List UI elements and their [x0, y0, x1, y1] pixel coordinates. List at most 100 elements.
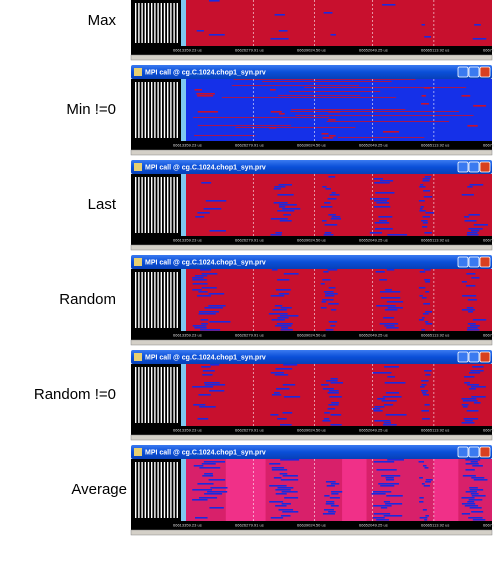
trace-burst: [210, 487, 228, 489]
process-line: [167, 82, 169, 138]
time-label: 66652049.25 us: [359, 523, 388, 528]
trace-burst: [374, 206, 391, 208]
trace-burst: [472, 38, 487, 40]
trace-burst: [467, 327, 478, 329]
trace-burst: [322, 186, 327, 188]
trace-burst: [328, 404, 339, 406]
trace-burst: [369, 232, 383, 234]
trace-burst: [199, 467, 221, 469]
trace-burst: [379, 180, 394, 182]
trace-line: [290, 111, 460, 112]
trace-burst: [473, 224, 488, 226]
trace-burst: [200, 269, 211, 271]
trace-burst: [327, 392, 339, 394]
process-line: [157, 367, 159, 423]
trace-burst: [192, 499, 208, 501]
trace-burst: [372, 517, 385, 519]
trace-burst: [424, 404, 430, 406]
trace-burst: [471, 277, 480, 279]
trace-burst: [328, 119, 336, 121]
trace-burst: [471, 495, 486, 497]
trace-burst: [198, 313, 216, 315]
trace-burst: [425, 323, 433, 325]
trace-burst: [376, 202, 390, 204]
trace-burst: [270, 414, 279, 416]
trace-burst: [386, 495, 403, 497]
trace-burst: [324, 232, 332, 234]
trace-burst: [197, 483, 214, 485]
trace-burst: [197, 418, 209, 420]
trace-burst: [270, 89, 276, 91]
trace-burst: [329, 194, 340, 196]
trace-burst: [330, 505, 339, 507]
trace-burst: [330, 414, 342, 416]
pink-region: [225, 459, 266, 521]
light-strip: [181, 79, 186, 141]
trace-burst: [270, 517, 284, 519]
trace-burst: [280, 307, 292, 309]
trace-burst: [421, 220, 428, 222]
trace-burst: [330, 483, 340, 485]
trace-burst: [421, 317, 425, 319]
trace-burst: [198, 311, 219, 313]
trace-burst: [424, 321, 429, 323]
window-button: [479, 256, 491, 268]
trace-burst: [280, 459, 300, 461]
trace-burst: [374, 420, 391, 422]
trace-burst: [469, 372, 481, 374]
trace-burst: [422, 216, 430, 218]
trace-burst: [278, 204, 297, 206]
trace-burst: [461, 398, 477, 400]
trace-burst: [424, 370, 432, 372]
trace-burst: [328, 321, 338, 323]
trace-burst: [203, 461, 226, 463]
trace-burst: [192, 489, 212, 491]
process-line: [163, 177, 166, 233]
trace-burst: [277, 210, 295, 212]
trace-burst: [278, 293, 290, 295]
trace-burst: [376, 305, 396, 307]
trace-burst: [283, 364, 298, 366]
window-icon: [134, 68, 142, 76]
process-line: [141, 462, 143, 518]
trace-burst: [373, 513, 391, 515]
trace-line: [233, 79, 416, 80]
row-label: Min !=0: [66, 101, 116, 118]
trace-burst: [199, 406, 216, 408]
trace-burst: [196, 30, 204, 32]
trace-burst: [385, 503, 403, 505]
trace-burst: [328, 303, 339, 305]
trace-burst: [321, 301, 327, 303]
trace-burst: [376, 519, 389, 521]
trace-burst: [271, 469, 288, 471]
trace-burst: [468, 228, 483, 230]
process-line: [147, 272, 150, 328]
process-line: [151, 3, 153, 43]
trace-burst: [425, 479, 433, 481]
process-line: [144, 177, 146, 233]
trace-burst: [282, 412, 293, 414]
time-label: 66639024.50 us: [297, 143, 326, 148]
trace-area: [186, 174, 492, 236]
trace-burst: [201, 287, 217, 289]
trace-burst: [324, 202, 331, 204]
window-button: [457, 66, 469, 78]
trace-burst: [282, 511, 299, 513]
process-line: [138, 82, 140, 138]
window-button: [457, 161, 469, 173]
trace-burst: [385, 479, 395, 481]
trace-burst: [198, 291, 208, 293]
process-line: [141, 177, 143, 233]
trace-burst: [322, 388, 334, 390]
trace-burst: [323, 509, 334, 511]
trace-burst: [272, 309, 287, 311]
trace-burst: [328, 111, 341, 113]
process-line: [157, 82, 159, 138]
trace-burst: [464, 376, 475, 378]
trace-burst: [378, 483, 400, 485]
trace-burst: [421, 24, 425, 26]
process-line: [170, 3, 172, 43]
trace-burst: [471, 511, 484, 513]
trace-burst: [383, 515, 403, 517]
time-label: 66678: [483, 143, 494, 148]
